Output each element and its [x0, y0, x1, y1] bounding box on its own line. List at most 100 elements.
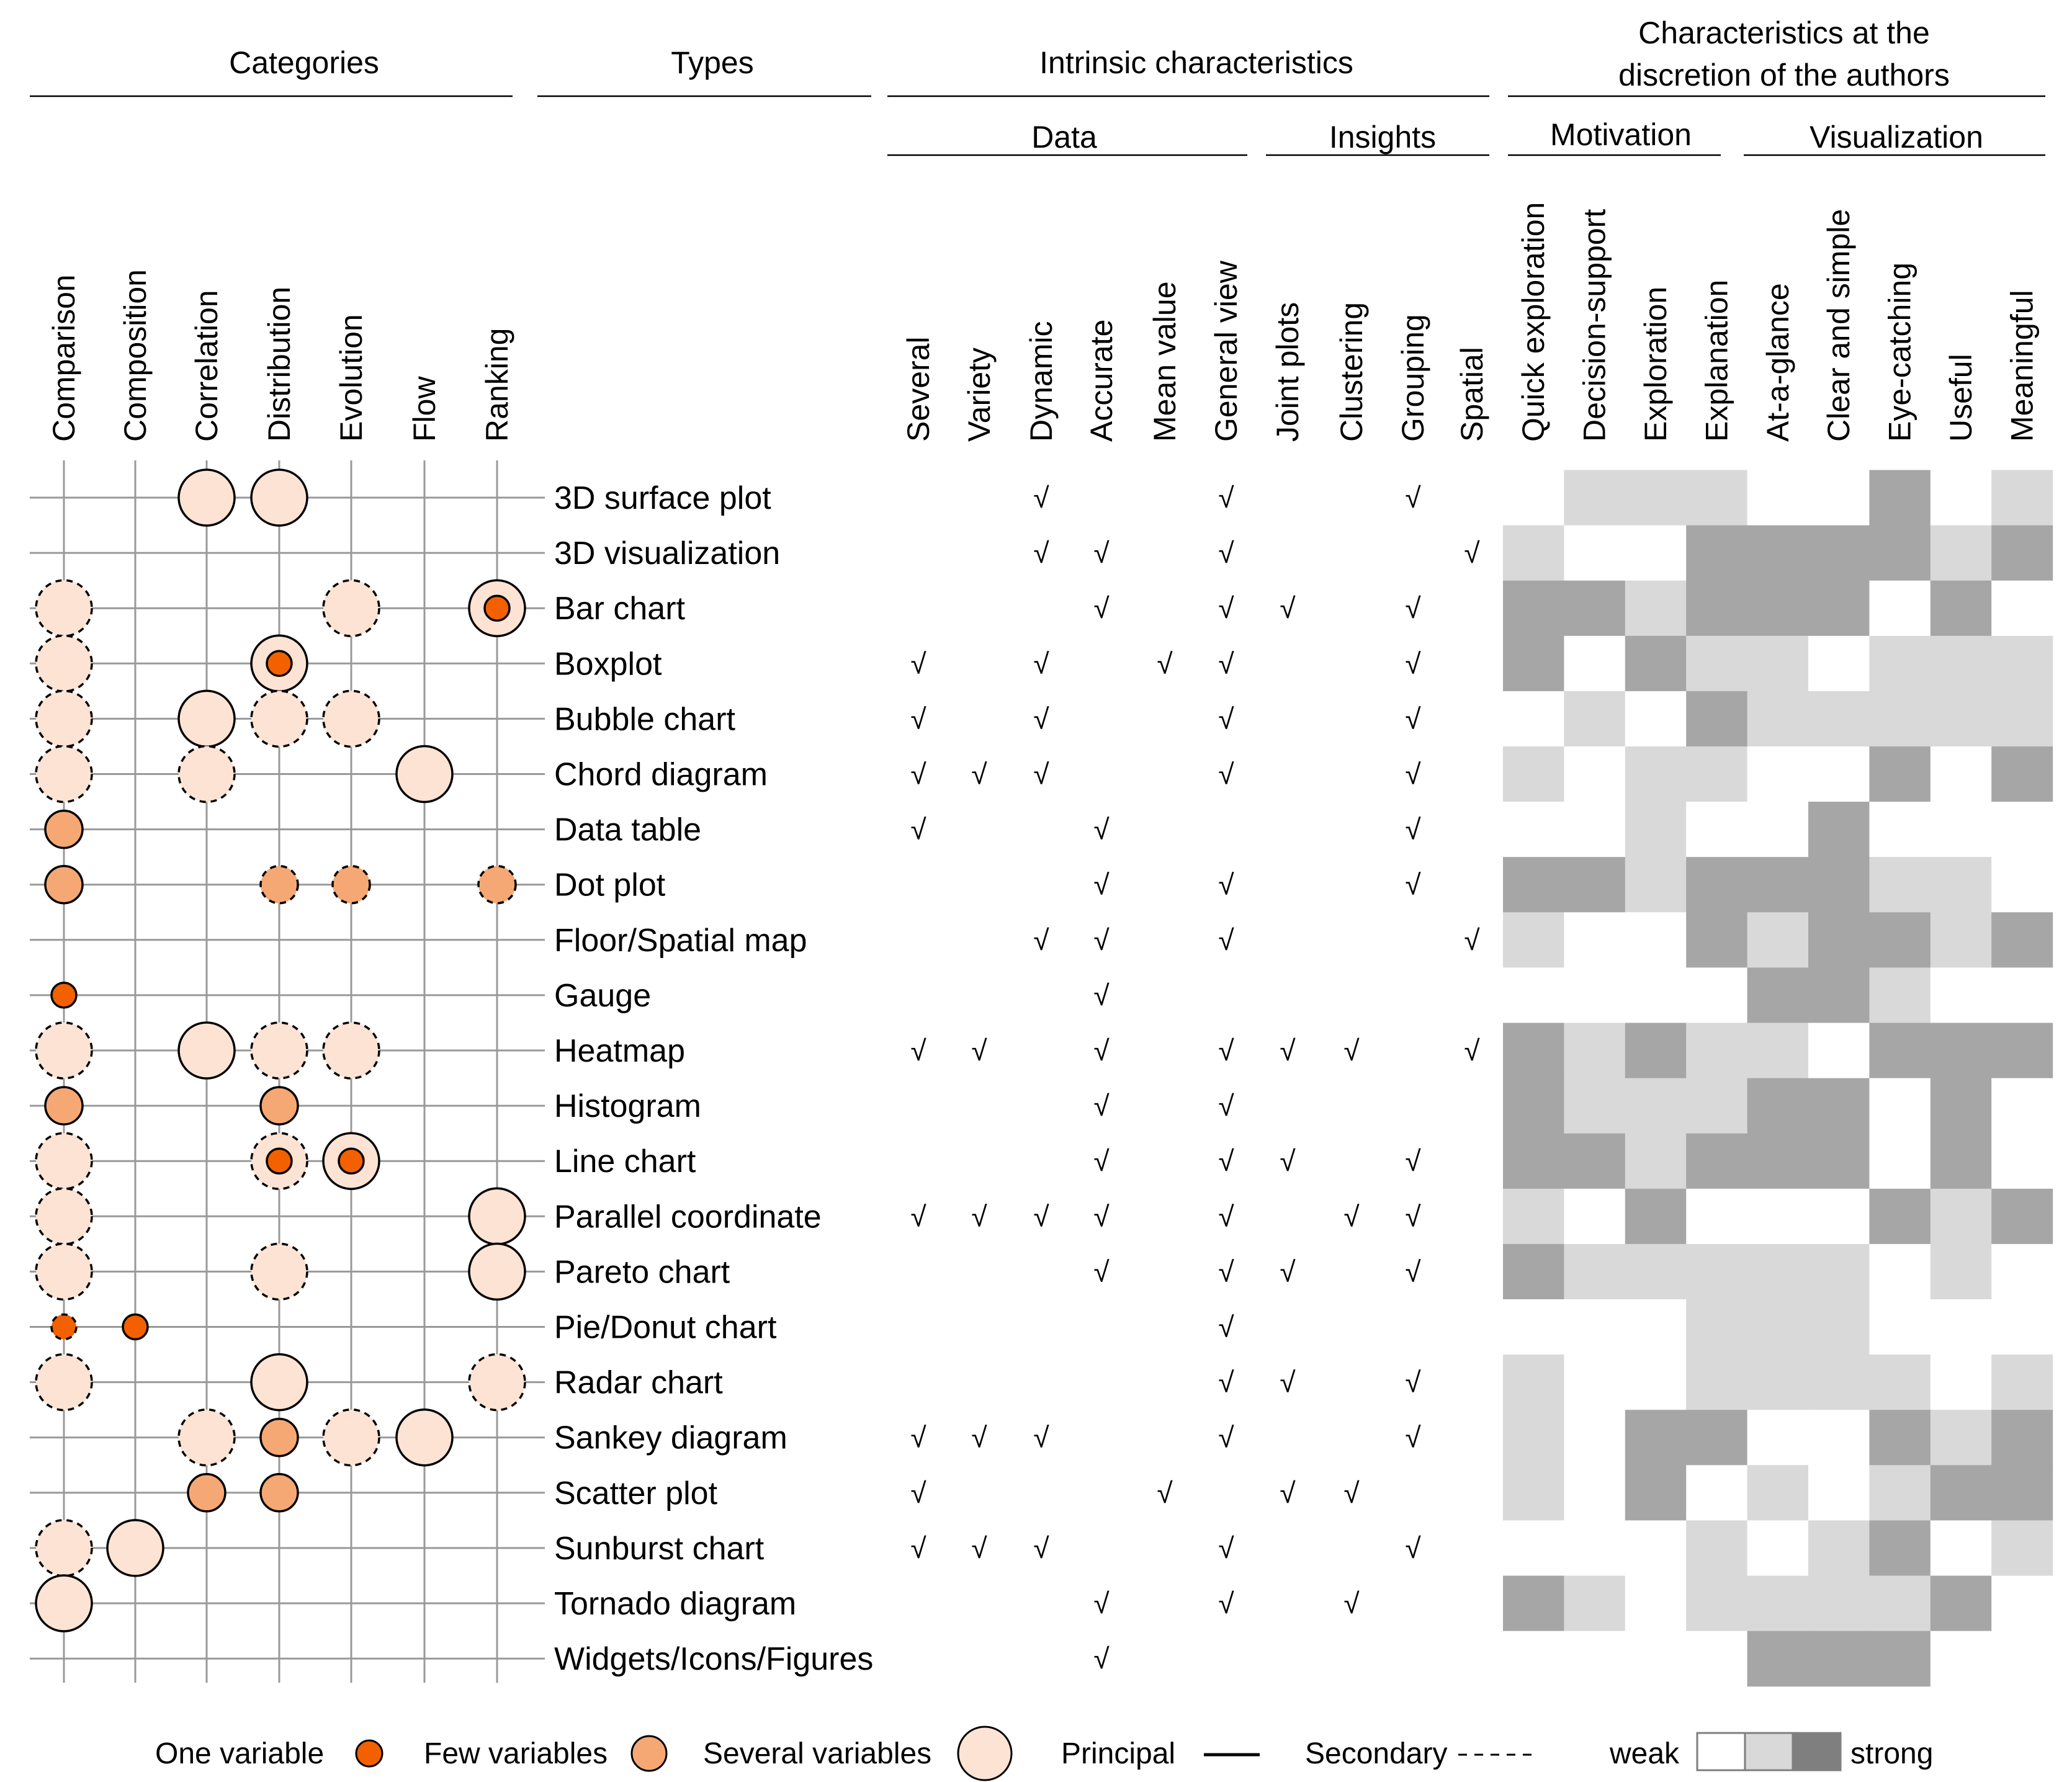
header-types: Types — [671, 45, 753, 80]
strength-cell — [1930, 691, 1992, 747]
strength-cell — [1625, 912, 1687, 968]
circle-few-variables-principal — [44, 809, 84, 849]
strength-cell — [1686, 691, 1748, 747]
discretion-column-label: At-a-glance — [1760, 283, 1795, 442]
strength-cell — [1808, 1299, 1870, 1355]
strength-cell — [1686, 1299, 1748, 1355]
check-mark: √ — [1093, 1145, 1110, 1177]
check-mark: √ — [1033, 647, 1049, 679]
type-label: Boxplot — [554, 646, 662, 682]
check-mark: √ — [1033, 924, 1049, 956]
type-label: Line chart — [554, 1144, 696, 1180]
check-mark: √ — [1157, 1477, 1173, 1509]
check-mark: √ — [1218, 1145, 1234, 1177]
strength-cell — [1991, 746, 2053, 802]
strength-cell — [1991, 912, 2053, 968]
strength-cell — [1686, 1575, 1748, 1632]
category-column-label: Comparison — [47, 274, 81, 442]
type-label: Sunburst chart — [554, 1531, 765, 1567]
category-column-label: Ranking — [480, 328, 514, 442]
check-mark: √ — [1218, 647, 1234, 679]
check-mark: √ — [1218, 1532, 1234, 1564]
circle-few-variables-principal — [187, 1473, 226, 1513]
strength-cell — [1991, 1631, 2053, 1687]
strength-cell — [1503, 635, 1564, 692]
circle-several-variables-secondary — [468, 1353, 526, 1412]
strength-cell — [1747, 1023, 1809, 1079]
strength-cell — [1869, 1133, 1931, 1189]
circle-several-variables-secondary — [35, 1353, 93, 1412]
check-mark: √ — [1405, 1255, 1421, 1287]
check-mark: √ — [1218, 1422, 1234, 1454]
strength-cell — [1625, 1631, 1687, 1687]
strength-cell — [1808, 1575, 1870, 1632]
strength-cell — [1564, 1243, 1626, 1300]
strength-cell — [1625, 1299, 1687, 1355]
check-mark: √ — [1093, 1090, 1110, 1122]
circle-several-variables-principal — [106, 1519, 164, 1577]
strength-cell — [1930, 1299, 1992, 1355]
strength-cell — [1930, 1354, 1992, 1410]
strength-cell — [1503, 580, 1564, 637]
strength-cell — [1625, 967, 1687, 1023]
discretion-column-label: Eye-catching — [1883, 262, 1917, 442]
strength-cell — [1564, 691, 1626, 747]
strength-cell — [1930, 1078, 1992, 1134]
circle-several-variables-principal — [177, 468, 236, 527]
strength-cell — [1564, 1023, 1626, 1079]
check-mark: √ — [1093, 813, 1110, 846]
type-labels: 3D surface plot 3D visualization Bar chart… — [554, 480, 873, 1677]
strength-cell — [1747, 967, 1809, 1023]
strength-cell — [1808, 1133, 1870, 1189]
check-mark: √ — [1405, 869, 1421, 901]
strength-cell — [1991, 1575, 2053, 1632]
strength-cell — [1991, 635, 2053, 692]
strength-cell — [1991, 1410, 2053, 1466]
strength-cell — [1808, 525, 1870, 581]
strength-cell — [1686, 1520, 1748, 1576]
strength-cell — [1747, 580, 1809, 637]
strength-cell — [1625, 470, 1687, 526]
strength-cell — [1503, 1410, 1564, 1466]
strength-cell — [1930, 1023, 1992, 1079]
strength-cell — [1869, 1465, 1931, 1521]
category-column-label: Correlation — [189, 290, 224, 442]
check-mark: √ — [1464, 537, 1480, 569]
circle-one-variable-principal — [266, 1147, 293, 1175]
strength-cell — [1686, 1243, 1748, 1300]
strength-cell — [1625, 1575, 1687, 1632]
type-label: Heatmap — [554, 1033, 685, 1069]
strength-cell — [1503, 1133, 1564, 1189]
strength-cell — [1930, 746, 1992, 802]
strength-cell — [1747, 746, 1809, 802]
category-column-label: Evolution — [334, 314, 369, 442]
strength-cell — [1808, 1188, 1870, 1245]
check-mark: √ — [1280, 1145, 1296, 1177]
check-mark: √ — [1218, 1090, 1234, 1122]
check-mark: √ — [910, 1200, 926, 1232]
circle-several-variables-principal — [395, 745, 454, 804]
strength-cell — [1564, 1299, 1626, 1355]
strength-cell — [1686, 967, 1748, 1023]
strength-cell — [1625, 1243, 1687, 1300]
header-discretion-line1: Characteristics at the — [1638, 16, 1930, 50]
check-mark: √ — [1464, 924, 1480, 956]
type-label: Parallel coordinate — [554, 1199, 822, 1235]
check-mark: √ — [1033, 481, 1049, 514]
circle-several-variables-secondary — [322, 1021, 380, 1080]
legend-several-variables-marker — [957, 1726, 1013, 1781]
check-mark: √ — [1093, 537, 1110, 569]
check-mark: √ — [910, 1532, 926, 1564]
strength-cell — [1503, 1465, 1564, 1521]
circle-several-variables-secondary — [250, 689, 308, 748]
strength-cell — [1747, 857, 1809, 913]
strength-cell — [1747, 1575, 1809, 1632]
check-mark: √ — [1033, 1200, 1049, 1232]
strength-cell — [1747, 1465, 1809, 1521]
strength-cell — [1503, 1188, 1564, 1245]
intrinsic-column-label: General view — [1209, 260, 1244, 442]
circle-several-variables-secondary — [35, 689, 93, 748]
legend-weak-label: weak — [1609, 1737, 1680, 1770]
type-label: Bubble chart — [554, 701, 736, 737]
circle-several-variables-secondary — [35, 579, 93, 637]
